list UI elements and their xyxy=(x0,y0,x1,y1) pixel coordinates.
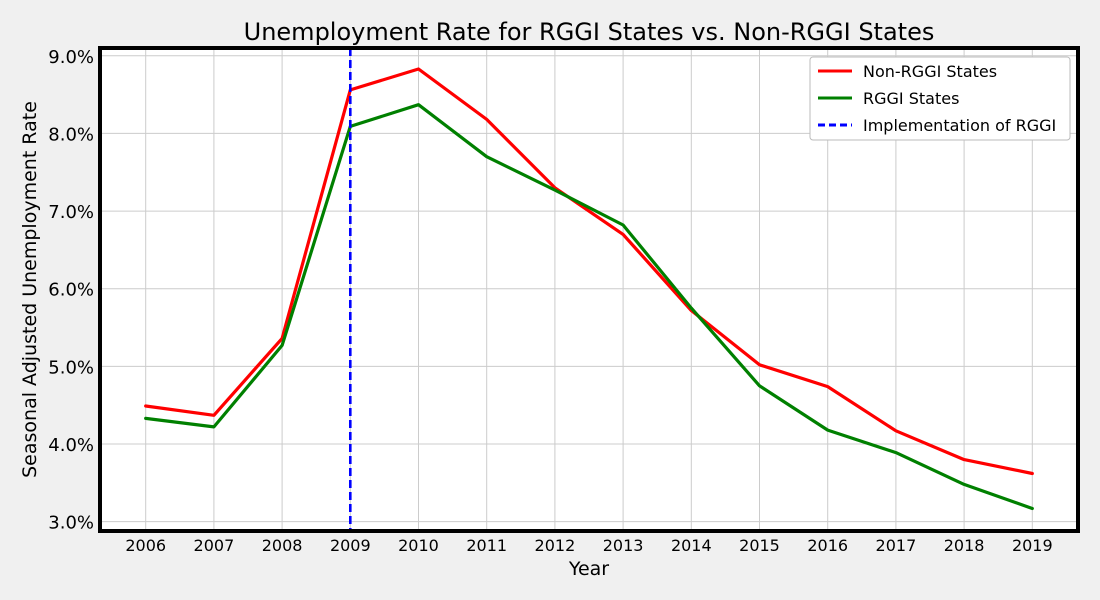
legend: Non-RGGI States RGGI States Implementation… xyxy=(809,56,1071,141)
x-tick-label: 2013 xyxy=(603,536,644,555)
x-tick-label: 2011 xyxy=(466,536,507,555)
x-tick-label: 2017 xyxy=(876,536,917,555)
plot-frame xyxy=(98,46,1080,533)
x-tick-label: 2007 xyxy=(194,536,235,555)
x-tick-label: 2016 xyxy=(807,536,848,555)
x-axis-label: Year xyxy=(568,558,609,580)
tick-labels: 2006 2007 2008 2009 2010 2011 2012 2013 2014 2015… xyxy=(48,47,1052,555)
series-line-non-rggi xyxy=(144,67,1034,476)
y-tick-label: 9.0% xyxy=(48,47,94,68)
x-tick-label: 2009 xyxy=(330,536,371,555)
y-tick-label: 8.0% xyxy=(48,124,94,145)
x-tick-label: 2010 xyxy=(398,536,439,555)
legend-box xyxy=(809,56,1071,141)
chart-title: Unemployment Rate for RGGI States vs. No… xyxy=(244,18,935,46)
x-tick-label: 2015 xyxy=(739,536,780,555)
y-axis-label: Seasonal Adjusted Unemployment Rate xyxy=(19,101,41,478)
x-tick-label: 2006 xyxy=(125,536,166,555)
y-tick-label: 4.0% xyxy=(48,435,94,456)
legend-entry-label: RGGI States xyxy=(863,89,959,108)
legend-entry-label: Non-RGGI States xyxy=(863,62,997,81)
x-tick-label: 2019 xyxy=(1012,536,1053,555)
x-tick-label: 2008 xyxy=(262,536,303,555)
y-tick-label: 3.0% xyxy=(48,513,94,534)
y-tick-label: 7.0% xyxy=(48,202,94,223)
series-layer xyxy=(144,48,1034,531)
x-tick-label: 2014 xyxy=(671,536,712,555)
legend-entry-label: Implementation of RGGI xyxy=(863,116,1056,135)
y-tick-label: 6.0% xyxy=(48,280,94,301)
x-tick-label: 2018 xyxy=(944,536,985,555)
y-tick-label: 5.0% xyxy=(48,357,94,378)
series-line-rggi xyxy=(144,103,1034,511)
x-tick-label: 2012 xyxy=(535,536,576,555)
